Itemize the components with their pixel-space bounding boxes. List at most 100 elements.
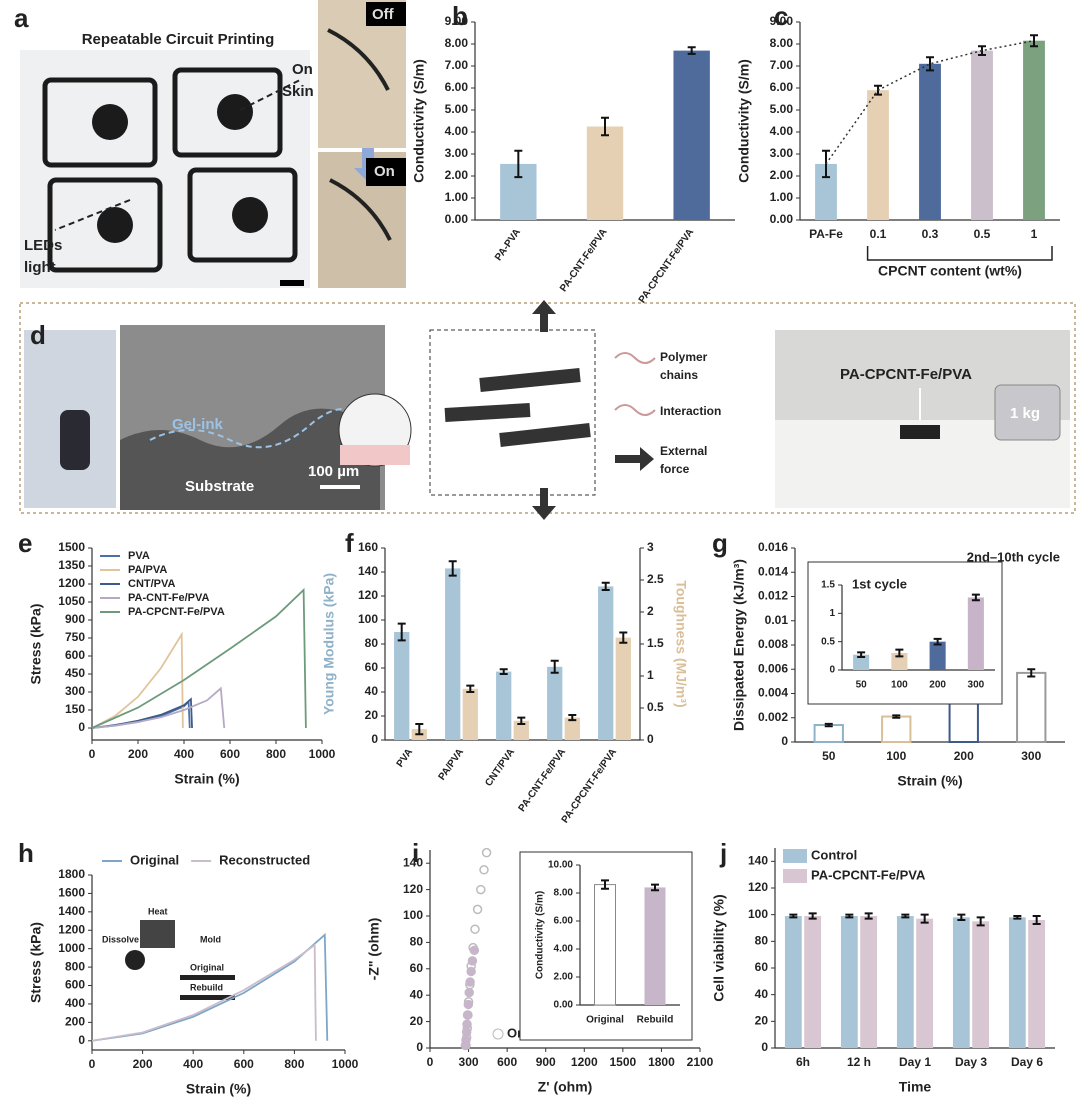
x-tick-label: 900 <box>536 1055 556 1069</box>
y-tick-label: 5.00 <box>445 102 469 116</box>
x-tick-label: 1000 <box>309 747 336 761</box>
y-tick-label: 600 <box>65 648 85 662</box>
x-tick-label: PA-CPCNT-Fe/PVA <box>560 747 619 825</box>
y-tick-label: 1200 <box>58 922 85 936</box>
y-axis-label: Conductivity (S/m) <box>736 59 752 183</box>
bar <box>881 715 912 743</box>
bar <box>896 916 914 1048</box>
line <box>91 686 226 729</box>
bar <box>598 586 614 740</box>
error-bar <box>448 560 457 577</box>
point <box>461 1027 472 1037</box>
y-tick-label: 2.00 <box>554 972 574 983</box>
substrate-region <box>120 408 380 510</box>
point <box>462 1010 473 1020</box>
bar <box>564 717 580 740</box>
legend-arrow <box>615 447 654 471</box>
panel-letter: j <box>719 838 727 868</box>
error-bar <box>1032 915 1041 925</box>
bar <box>547 666 563 740</box>
bar <box>1028 920 1046 1048</box>
y-tick-label: 400 <box>65 996 85 1010</box>
y-tick-label: 1800 <box>58 867 85 881</box>
y-tick-label: 750 <box>65 630 85 644</box>
y-tick-label: 120 <box>358 588 378 602</box>
y-tick-label: 1600 <box>58 886 85 900</box>
error-bar <box>619 631 628 644</box>
x-tick-label: 100 <box>891 680 908 691</box>
annotation: Off <box>372 6 395 23</box>
y-tick-label: 0.016 <box>758 540 788 554</box>
y-tick-label: 9.00 <box>770 14 794 28</box>
inset-text: Original <box>190 962 224 972</box>
y-tick-label: 40 <box>410 987 424 1001</box>
y-tick-label: 3.00 <box>445 146 469 160</box>
x-tick-label: 1200 <box>571 1055 598 1069</box>
bar <box>445 568 461 740</box>
y-tick-label: 60 <box>755 960 769 974</box>
y-tick-label: 0 <box>829 665 835 676</box>
y-tick-label: 1.5 <box>821 580 835 591</box>
x-tick-label: 200 <box>128 747 148 761</box>
y-tick-label: 200 <box>65 1015 85 1029</box>
point <box>481 847 492 858</box>
y-tick-label: 450 <box>65 666 85 680</box>
weight <box>994 384 1061 441</box>
x-tick-label: PA-PVA <box>493 227 523 263</box>
x-tick-label: 1500 <box>610 1055 637 1069</box>
error-bar <box>957 913 966 921</box>
y-tick-label: 20 <box>755 1014 769 1028</box>
y-tick-label: 0 <box>761 1040 768 1054</box>
annotation: Gel-ink <box>172 416 224 433</box>
panel-title: Repeatable Circuit Printing <box>82 31 275 48</box>
y-tick-label: 1.5 <box>647 636 664 650</box>
y-axis-label: Cell viability (%) <box>711 894 727 1001</box>
y-tick-label: 100 <box>403 908 423 922</box>
axis-line <box>91 548 322 741</box>
y-tick-label: 140 <box>358 564 378 578</box>
legend-label: PA-CPCNT-Fe/PVA <box>128 606 225 618</box>
y-tick-label: 0 <box>416 1040 423 1054</box>
error-bar <box>824 722 833 728</box>
x-axis-label: Strain (%) <box>174 771 239 787</box>
y-tick-label: 0.5 <box>821 636 835 647</box>
y-tick-label: 40 <box>755 987 769 1001</box>
y-tick-label: 900 <box>65 612 85 626</box>
y-tick-label: 20 <box>365 708 379 722</box>
error-bar <box>895 648 904 658</box>
y-tick-label: 1400 <box>58 904 85 918</box>
legend-text: Interaction <box>660 404 721 418</box>
y-tick-label: 0 <box>371 732 378 746</box>
y-tick-label: 60 <box>365 660 379 674</box>
x-tick-label: 0.1 <box>870 227 887 241</box>
point <box>462 1019 472 1029</box>
y-tick-label: 1350 <box>58 558 85 572</box>
annotation: On <box>292 61 313 78</box>
gel-sample <box>60 410 90 470</box>
y-tick-label: 0 <box>78 720 85 734</box>
bar <box>594 884 616 1006</box>
line <box>91 943 317 1042</box>
inset-rebuild <box>180 995 235 1000</box>
x-tick-label: 0 <box>89 1057 96 1071</box>
x-tick-label: Day 3 <box>955 1055 987 1069</box>
y-tick-label: 6.00 <box>445 80 469 94</box>
error-bar <box>926 56 934 72</box>
x-tick-label: 6h <box>796 1055 810 1069</box>
x-tick-label: PA-CNT-Fe/PVA <box>558 227 610 294</box>
y-axis-label: Stress (kPa) <box>28 922 44 1003</box>
legend-label: PA-CNT-Fe/PVA <box>128 592 210 604</box>
x-tick-label: 50 <box>822 749 836 763</box>
cnt-bundles <box>444 368 591 447</box>
y-tick-label: 10.00 <box>548 860 573 871</box>
x-axis-label: Strain (%) <box>897 773 962 789</box>
y-tick-label: 80 <box>365 636 379 650</box>
y-tick-label: 0.008 <box>758 637 788 651</box>
y-tick-label: 40 <box>365 684 379 698</box>
y-tick-label: 0.006 <box>758 661 788 675</box>
legend-label: PA-CPCNT-Fe/PVA <box>811 867 926 882</box>
y-tick-label: 0.01 <box>765 613 789 627</box>
legend-text: chains <box>660 368 698 382</box>
y-tick-label: 100 <box>748 907 768 921</box>
